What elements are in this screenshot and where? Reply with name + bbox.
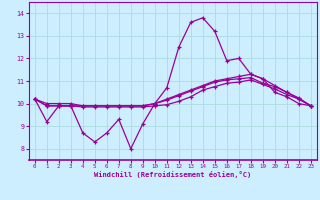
X-axis label: Windchill (Refroidissement éolien,°C): Windchill (Refroidissement éolien,°C)	[94, 171, 252, 178]
